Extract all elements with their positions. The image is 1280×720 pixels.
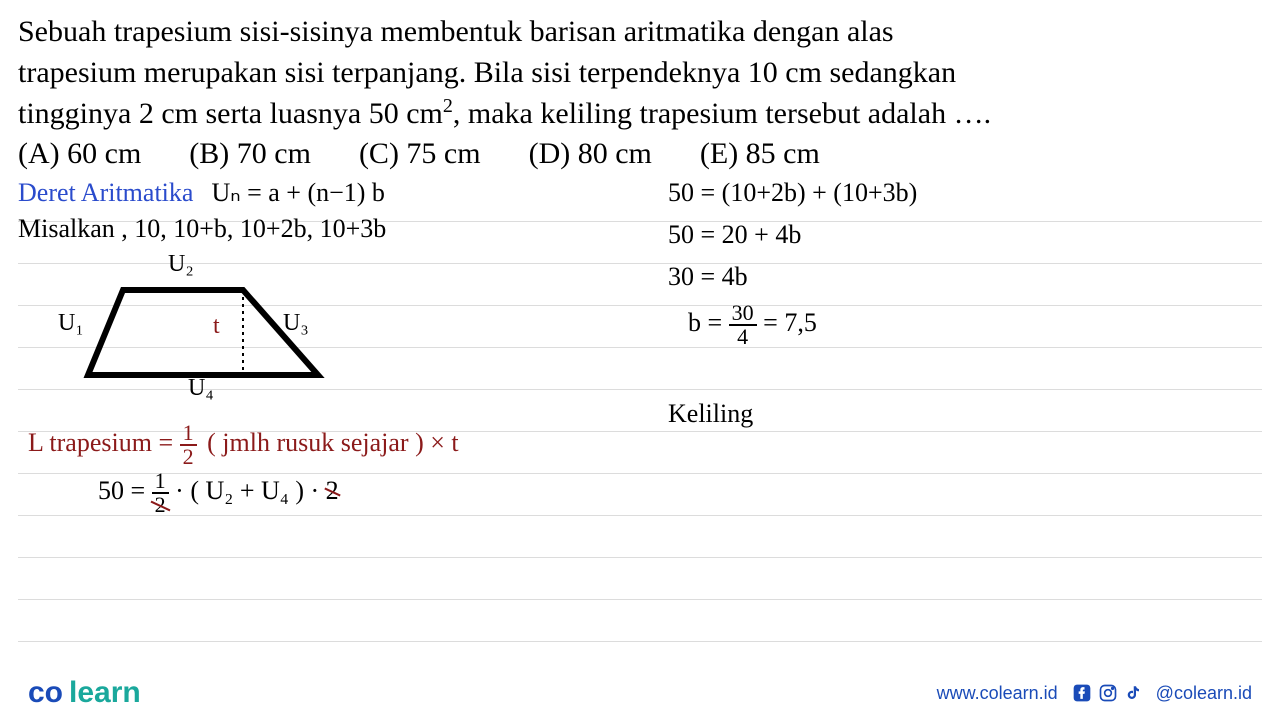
fraction-half: 1 2: [180, 422, 197, 468]
option-b: (B) 70 cm: [189, 137, 311, 171]
deret-label: Deret Aritmatika: [18, 175, 193, 211]
label-u2: U₂: [168, 251, 194, 278]
option-c: (C) 75 cm: [359, 137, 481, 171]
calc-line-3: 30 = 4b: [668, 259, 1262, 295]
question-text: Sebuah trapesium sisi-sisinya membentuk …: [18, 12, 1262, 135]
answer-options: (A) 60 cm (B) 70 cm (C) 75 cm (D) 80 cm …: [18, 137, 1262, 171]
fraction-30-4: 30 4: [729, 302, 757, 348]
brand-logo: colearn: [28, 676, 141, 710]
question-line-2: trapesium merupakan sisi terpanjang. Bil…: [18, 53, 1262, 94]
keliling-label: Keliling: [668, 396, 1262, 432]
facebook-icon: [1072, 683, 1092, 703]
question-line-1: Sebuah trapesium sisi-sisinya membentuk …: [18, 12, 1262, 53]
social-icons: [1072, 683, 1142, 703]
calc-line-4: b = 30 4 = 7,5: [688, 302, 1262, 348]
trapezoid-diagram: U₂ U₁ U₃ U₄ t: [58, 255, 368, 420]
option-e: (E) 85 cm: [700, 137, 820, 171]
calc-line-2: 50 = 20 + 4b: [668, 217, 1262, 253]
footer-handle: @colearn.id: [1156, 683, 1252, 704]
label-u1: U₁: [58, 310, 84, 337]
footer-url: www.colearn.id: [937, 683, 1058, 704]
fraction-half-2: 1 2: [152, 470, 169, 516]
option-d: (D) 80 cm: [529, 137, 652, 171]
label-u3: U₃: [283, 310, 309, 337]
footer: colearn www.colearn.id @colearn.id: [0, 676, 1280, 710]
option-a: (A) 60 cm: [18, 137, 141, 171]
area-formula-line1: L trapesium = 1 2 ( jmlh rusuk sejajar )…: [28, 422, 638, 468]
deret-formula: Uₙ = a + (n−1) b: [211, 175, 384, 211]
calc-line-1: 50 = (10+2b) + (10+3b): [668, 175, 1262, 211]
footer-right: www.colearn.id @colearn.id: [937, 683, 1252, 704]
right-calculation: 50 = (10+2b) + (10+3b) 50 = 20 + 4b 30 =…: [638, 175, 1262, 517]
misalkan-row: Misalkan , 10, 10+b, 10+2b, 10+3b: [18, 211, 638, 247]
area-formula-line2: 50 = 1 2 · ( U₂ + U₄ ) · 2: [98, 470, 638, 516]
label-t: t: [213, 313, 220, 340]
instagram-icon: [1098, 683, 1118, 703]
deret-row: Deret Aritmatika Uₙ = a + (n−1) b: [18, 175, 638, 211]
label-u4: U₄: [188, 375, 214, 402]
question-line-3: tingginya 2 cm serta luasnya 50 cm2, mak…: [18, 93, 1262, 135]
tiktok-icon: [1124, 683, 1142, 703]
